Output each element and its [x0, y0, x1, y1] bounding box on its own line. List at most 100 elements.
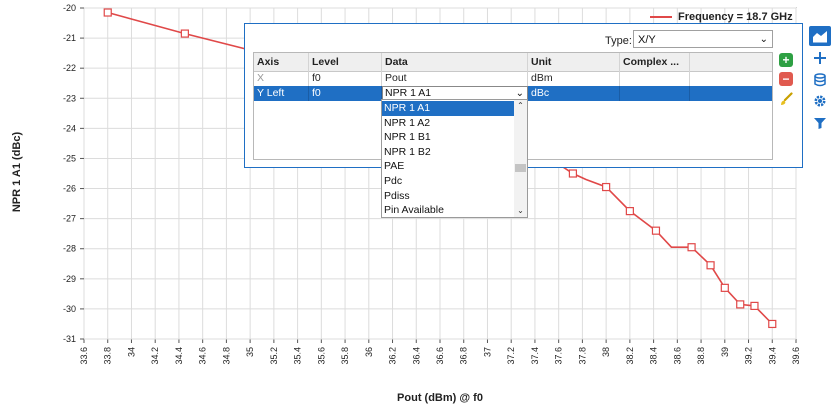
minus-icon: − — [782, 72, 790, 86]
chart-toolbar — [806, 0, 832, 408]
x-tick-label: 34.8 — [221, 347, 231, 365]
x-tick-label: 37 — [482, 347, 492, 357]
area-chart-button[interactable] — [809, 26, 831, 46]
clear-button[interactable] — [779, 92, 793, 106]
crosshair-button[interactable] — [809, 48, 831, 68]
y-axis-ticks: -20 -21 -22 -23 -24 -25 -26 -27 -28 -29 -30 -31 — [63, 3, 76, 344]
chart-legend: Frequency = 18.7 GHz — [650, 8, 793, 26]
column-header-complex[interactable]: Complex ... — [620, 53, 690, 71]
cell-level[interactable]: f0 — [309, 71, 382, 86]
dropdown-option[interactable]: Pin Available — [384, 204, 444, 217]
data-point — [602, 182, 611, 192]
data-point — [103, 8, 112, 17]
x-tick-label: 38 — [601, 347, 611, 357]
data-combo-editor[interactable]: NPR 1 A1 ⌄ — [382, 86, 528, 101]
add-row-button[interactable]: + — [779, 53, 793, 67]
column-header-unit[interactable]: Unit — [528, 53, 620, 71]
x-tick-label: 38.4 — [649, 347, 659, 365]
x-tick-label: 36.8 — [459, 347, 469, 365]
remove-row-button[interactable]: − — [779, 72, 793, 86]
dropdown-option[interactable]: NPR 1 A1 — [382, 101, 514, 116]
column-header-data[interactable]: Data — [382, 53, 528, 71]
data-dropdown-list: NPR 1 A1 NPR 1 A2 NPR 1 B1 NPR 1 B2 PAE … — [381, 99, 528, 218]
data-point — [651, 226, 661, 235]
column-header-level[interactable]: Level — [309, 53, 382, 71]
settings-button[interactable] — [809, 91, 831, 111]
type-select[interactable]: X/Y ⌄ — [633, 30, 773, 48]
stack-icon — [814, 73, 826, 87]
x-tick-label: 35.8 — [340, 347, 350, 365]
dropdown-scrollbar[interactable]: ⌃ ⌄ — [514, 100, 527, 217]
x-tick-label: 38.6 — [672, 347, 682, 365]
x-tick-label: 39.4 — [767, 347, 777, 365]
data-point — [706, 261, 715, 270]
data-point — [736, 300, 745, 309]
dropdown-option[interactable]: NPR 1 A2 — [384, 116, 431, 129]
gear-icon — [814, 95, 826, 107]
table-row[interactable]: X f0 Pout dBm — [254, 71, 772, 87]
y-tick-label: -23 — [63, 93, 76, 103]
x-tick-label: 37.6 — [554, 347, 564, 365]
y-tick-label: -30 — [63, 304, 76, 314]
x-tick-label: 34.6 — [198, 347, 208, 365]
type-select-value: X/Y — [638, 34, 656, 46]
data-point — [687, 243, 696, 252]
x-tick-label: 35.6 — [316, 347, 326, 365]
brush-icon — [781, 92, 793, 105]
scrollbar-thumb[interactable] — [515, 164, 526, 172]
legend-label: Frequency = 18.7 GHz — [678, 11, 793, 23]
scroll-down-icon[interactable]: ⌄ — [517, 206, 524, 215]
x-tick-label: 36.2 — [388, 347, 398, 365]
y-tick-label: -29 — [63, 274, 76, 284]
table-row-selected[interactable]: Y Left f0 NPR 1 A1 ⌄ dBc — [254, 86, 772, 101]
filter-icon — [814, 118, 826, 129]
scroll-up-icon[interactable]: ⌃ — [517, 101, 524, 110]
dropdown-option[interactable]: PAE — [384, 160, 405, 173]
y-tick-label: -26 — [63, 184, 76, 194]
x-tick-label: 39.2 — [744, 347, 754, 365]
x-tick-label: 35 — [245, 347, 255, 357]
plus-icon: + — [782, 53, 790, 67]
data-point — [180, 29, 189, 38]
y-tick-label: -25 — [63, 153, 76, 163]
data-point — [625, 207, 634, 216]
x-axis-ticks: 33.6 33.8 34 34.2 34.4 34.6 34.8 35 35.2 35.4 35.6… — [79, 347, 801, 365]
cell-level[interactable]: f0 — [309, 86, 382, 101]
crosshair-icon — [814, 52, 826, 64]
type-label: Type: — [605, 35, 632, 47]
cell-data[interactable]: Pout — [382, 71, 528, 86]
x-tick-label: 38.2 — [625, 347, 635, 365]
y-axis-title: NPR 1 A1 (dBc) — [11, 132, 23, 213]
chevron-down-icon: ⌄ — [515, 88, 524, 99]
cell-complex[interactable] — [620, 86, 690, 101]
x-tick-label: 37.8 — [577, 347, 587, 365]
y-tick-label: -22 — [63, 63, 76, 73]
x-axis-title: Pout (dBm) @ f0 — [397, 392, 483, 404]
x-tick-label: 36.6 — [435, 347, 445, 365]
x-tick-label: 38.8 — [696, 347, 706, 365]
cell-axis: Y Left — [254, 86, 309, 101]
x-tick-label: 33.6 — [79, 347, 89, 365]
cell-complex[interactable] — [620, 71, 690, 86]
area-chart-icon — [813, 31, 827, 43]
filter-button[interactable] — [809, 113, 831, 133]
x-tick-label: 37.2 — [506, 347, 516, 365]
dropdown-option[interactable]: Pdiss — [384, 189, 410, 202]
grid-header: Axis Level Data Unit Complex ... — [254, 53, 772, 72]
data-point — [750, 301, 759, 310]
column-header-axis[interactable]: Axis — [254, 53, 309, 71]
cell-axis: X — [254, 71, 309, 86]
y-tick-label: -21 — [63, 33, 76, 43]
data-point — [768, 319, 777, 329]
dropdown-option[interactable]: NPR 1 B2 — [384, 145, 431, 158]
chevron-down-icon: ⌄ — [759, 34, 768, 45]
x-tick-label: 39.6 — [791, 347, 801, 365]
stack-button[interactable] — [809, 70, 831, 90]
cell-unit: dBm — [528, 71, 620, 86]
data-point — [568, 169, 578, 178]
dropdown-option[interactable]: NPR 1 B1 — [384, 131, 431, 144]
x-tick-label: 33.8 — [103, 347, 113, 365]
data-combo-value: NPR 1 A1 — [385, 87, 432, 99]
dropdown-option[interactable]: Pdc — [384, 175, 403, 187]
legend-swatch — [650, 16, 672, 18]
